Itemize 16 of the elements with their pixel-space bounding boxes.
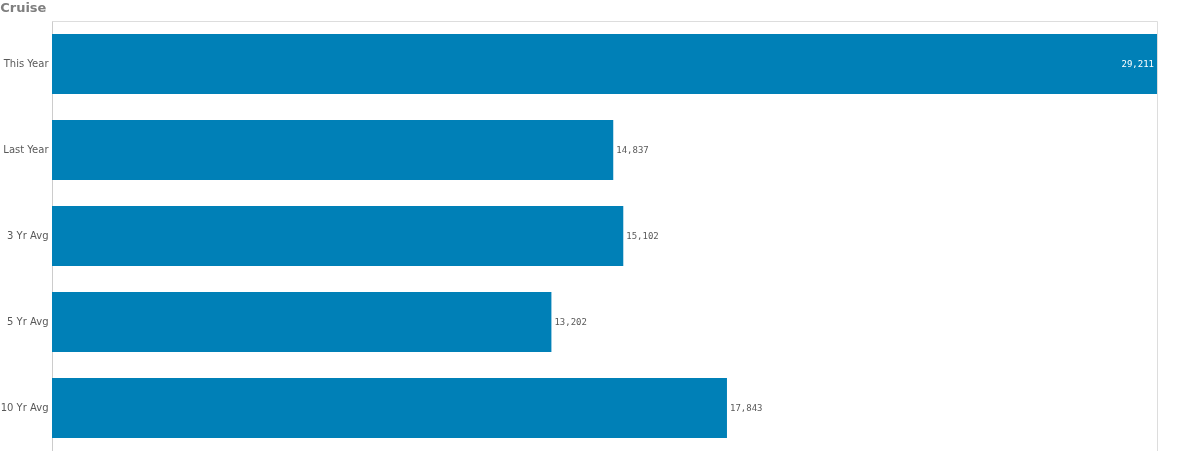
data-label: 17,843 [729, 403, 763, 413]
data-label: 29,211 [1121, 59, 1154, 69]
y-tick-label: 3 Yr Avg [7, 230, 49, 241]
bar [52, 33, 1157, 95]
chart-title: Cruise [0, 0, 47, 15]
bar [52, 119, 614, 181]
y-tick-label: 10 Yr Avg [0, 402, 49, 413]
data-label: 14,837 [616, 145, 649, 155]
data-label: 15,102 [626, 231, 659, 241]
bar [52, 377, 727, 439]
bar [52, 291, 552, 353]
y-tick-label: Last Year [3, 144, 50, 155]
y-tick-label: This Year [2, 58, 50, 69]
data-label: 13,202 [554, 317, 587, 327]
y-tick-label: 5 Yr Avg [7, 316, 49, 327]
bar [52, 205, 624, 267]
